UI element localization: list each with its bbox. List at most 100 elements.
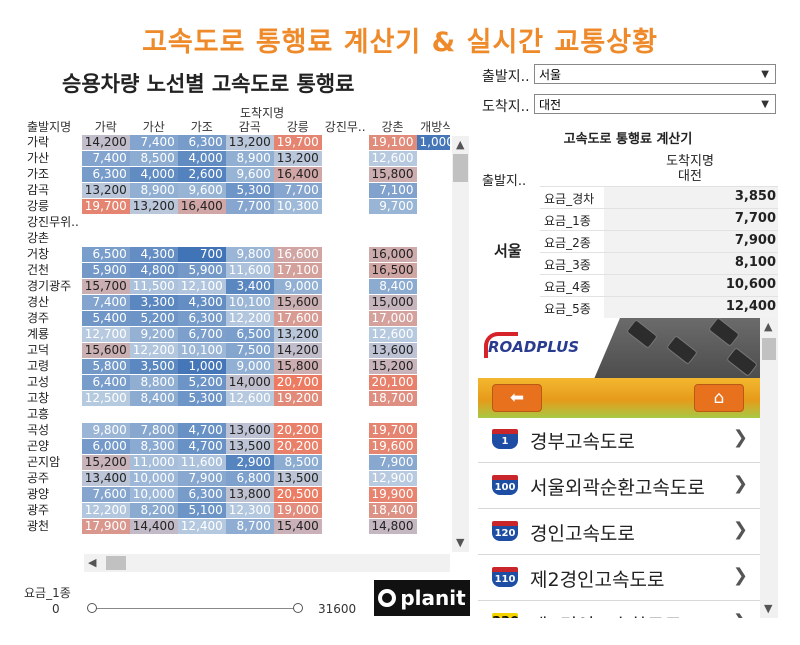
toll-cell[interactable]: 4,800: [129, 262, 178, 279]
toll-cell[interactable]: 15,200: [368, 358, 417, 375]
toll-cell[interactable]: 14,000: [225, 374, 274, 391]
column-header[interactable]: 강릉: [286, 120, 309, 134]
toll-cell[interactable]: [416, 246, 450, 263]
toll-cell[interactable]: 15,800: [273, 358, 322, 375]
toll-cell[interactable]: 2,600: [177, 166, 226, 183]
toll-cell[interactable]: 13,200: [129, 198, 178, 215]
toll-cell[interactable]: 19,200: [273, 390, 322, 407]
toll-cell[interactable]: [225, 214, 274, 231]
toll-cell[interactable]: 9,600: [177, 182, 226, 199]
toll-cell[interactable]: 7,800: [129, 422, 178, 439]
toll-cell[interactable]: 7,100: [368, 182, 417, 199]
toll-cell[interactable]: 12,200: [81, 502, 130, 519]
toll-cell[interactable]: 6,800: [225, 470, 274, 487]
toll-cell[interactable]: 18,700: [368, 390, 417, 407]
roadplus-webview[interactable]: ROADPLUS ⬅ ⌂ 1 경부고속도로 ❯ 100 서울외곽순환고속도로 ❯ 120 경인…: [478, 318, 760, 618]
toll-cell[interactable]: 12,700: [81, 326, 130, 343]
toll-cell[interactable]: [321, 135, 369, 151]
toll-cell[interactable]: 12,300: [225, 502, 274, 519]
scrollbar-thumb[interactable]: [453, 154, 468, 182]
toll-cell[interactable]: 6,300: [177, 486, 226, 503]
toll-cell[interactable]: 8,500: [129, 150, 178, 167]
toll-cell[interactable]: 5,300: [177, 390, 226, 407]
toll-cell[interactable]: 8,400: [129, 390, 178, 407]
scroll-up-icon[interactable]: ▲: [456, 138, 465, 151]
toll-cell[interactable]: 8,300: [129, 438, 178, 455]
column-header[interactable]: 감곡: [238, 120, 261, 134]
toll-cell[interactable]: [129, 230, 178, 247]
home-button[interactable]: ⌂: [694, 384, 744, 412]
toll-cell[interactable]: 7,400: [81, 150, 130, 167]
toll-cell[interactable]: 4,000: [129, 166, 178, 183]
toll-cell[interactable]: [321, 294, 369, 311]
toll-cell[interactable]: 15,800: [368, 166, 417, 183]
toll-cell[interactable]: 6,500: [81, 246, 130, 263]
toll-cell[interactable]: 9,600: [225, 166, 274, 183]
toll-cell[interactable]: [416, 470, 450, 487]
highway-list-item[interactable]: 100 서울외곽순환고속도로 ❯: [478, 464, 760, 509]
toll-cell[interactable]: 19,700: [368, 422, 417, 439]
toll-cell[interactable]: 13,800: [225, 486, 274, 503]
toll-cell[interactable]: [321, 198, 369, 215]
toll-cell[interactable]: [177, 406, 226, 423]
toll-cell[interactable]: 20,200: [273, 422, 322, 439]
toll-cell[interactable]: [321, 406, 369, 423]
toll-cell[interactable]: 8,400: [368, 278, 417, 295]
toll-cell[interactable]: 5,100: [177, 502, 226, 519]
toll-cell[interactable]: 15,200: [81, 454, 130, 471]
toll-cell[interactable]: [416, 150, 450, 167]
toll-cell[interactable]: 17,100: [273, 262, 322, 279]
toll-cell[interactable]: [416, 310, 450, 327]
toll-cell[interactable]: [321, 150, 369, 167]
toll-cell[interactable]: 20,500: [273, 486, 322, 503]
toll-cell[interactable]: 14,800: [368, 518, 417, 535]
highway-list-item[interactable]: 1 경부고속도로 ❯: [478, 418, 760, 463]
toll-cell[interactable]: [321, 166, 369, 183]
toll-cell[interactable]: [416, 454, 450, 471]
column-header[interactable]: 강촌: [381, 120, 404, 134]
toll-cell[interactable]: 16,600: [273, 246, 322, 263]
toll-cell[interactable]: [416, 390, 450, 407]
toll-cell[interactable]: 11,600: [177, 454, 226, 471]
toll-cell[interactable]: [416, 502, 450, 519]
toll-cell[interactable]: 12,400: [177, 518, 226, 535]
toll-cell[interactable]: 10,100: [177, 342, 226, 359]
toll-cell[interactable]: 3,300: [129, 294, 178, 311]
toll-cell[interactable]: [225, 406, 274, 423]
toll-cell[interactable]: [416, 294, 450, 311]
toll-cell[interactable]: 7,900: [368, 454, 417, 471]
toll-cell[interactable]: 6,500: [225, 326, 274, 343]
toll-cell[interactable]: 13,200: [273, 150, 322, 167]
scroll-down-icon[interactable]: ▼: [764, 602, 773, 615]
toll-cell[interactable]: 4,300: [177, 294, 226, 311]
toll-cell[interactable]: 16,400: [177, 198, 226, 215]
toll-cell[interactable]: [225, 230, 274, 247]
toll-cell[interactable]: [129, 406, 178, 423]
toll-cell[interactable]: [321, 230, 369, 247]
toll-cell[interactable]: 8,900: [225, 150, 274, 167]
slider-low-handle[interactable]: [87, 603, 97, 613]
scroll-left-icon[interactable]: ◀: [88, 556, 97, 569]
toll-cell[interactable]: 7,700: [273, 182, 322, 199]
toll-cell[interactable]: 5,300: [225, 182, 274, 199]
toll-cell[interactable]: 1,000: [416, 135, 450, 151]
toll-cell[interactable]: [416, 182, 450, 199]
toll-cell[interactable]: 8,500: [273, 454, 322, 471]
toll-cell[interactable]: 10,300: [273, 198, 322, 215]
column-header[interactable]: 가산: [142, 120, 165, 134]
toll-cell[interactable]: 8,800: [129, 374, 178, 391]
toll-cell[interactable]: 6,300: [177, 135, 226, 151]
toll-cell[interactable]: [416, 278, 450, 295]
toll-cell[interactable]: 11,600: [225, 262, 274, 279]
toll-cell[interactable]: [416, 262, 450, 279]
toll-cell[interactable]: 12,600: [368, 150, 417, 167]
toll-cell[interactable]: 12,100: [177, 278, 226, 295]
toll-cell[interactable]: 20,100: [368, 374, 417, 391]
toll-cell[interactable]: [81, 214, 130, 231]
toll-cell[interactable]: 15,400: [273, 518, 322, 535]
toll-cell[interactable]: [416, 486, 450, 503]
toll-cell[interactable]: 5,800: [81, 358, 130, 375]
toll-cell[interactable]: 8,700: [225, 518, 274, 535]
toll-cell[interactable]: 15,000: [368, 294, 417, 311]
toll-cell[interactable]: 6,000: [81, 438, 130, 455]
